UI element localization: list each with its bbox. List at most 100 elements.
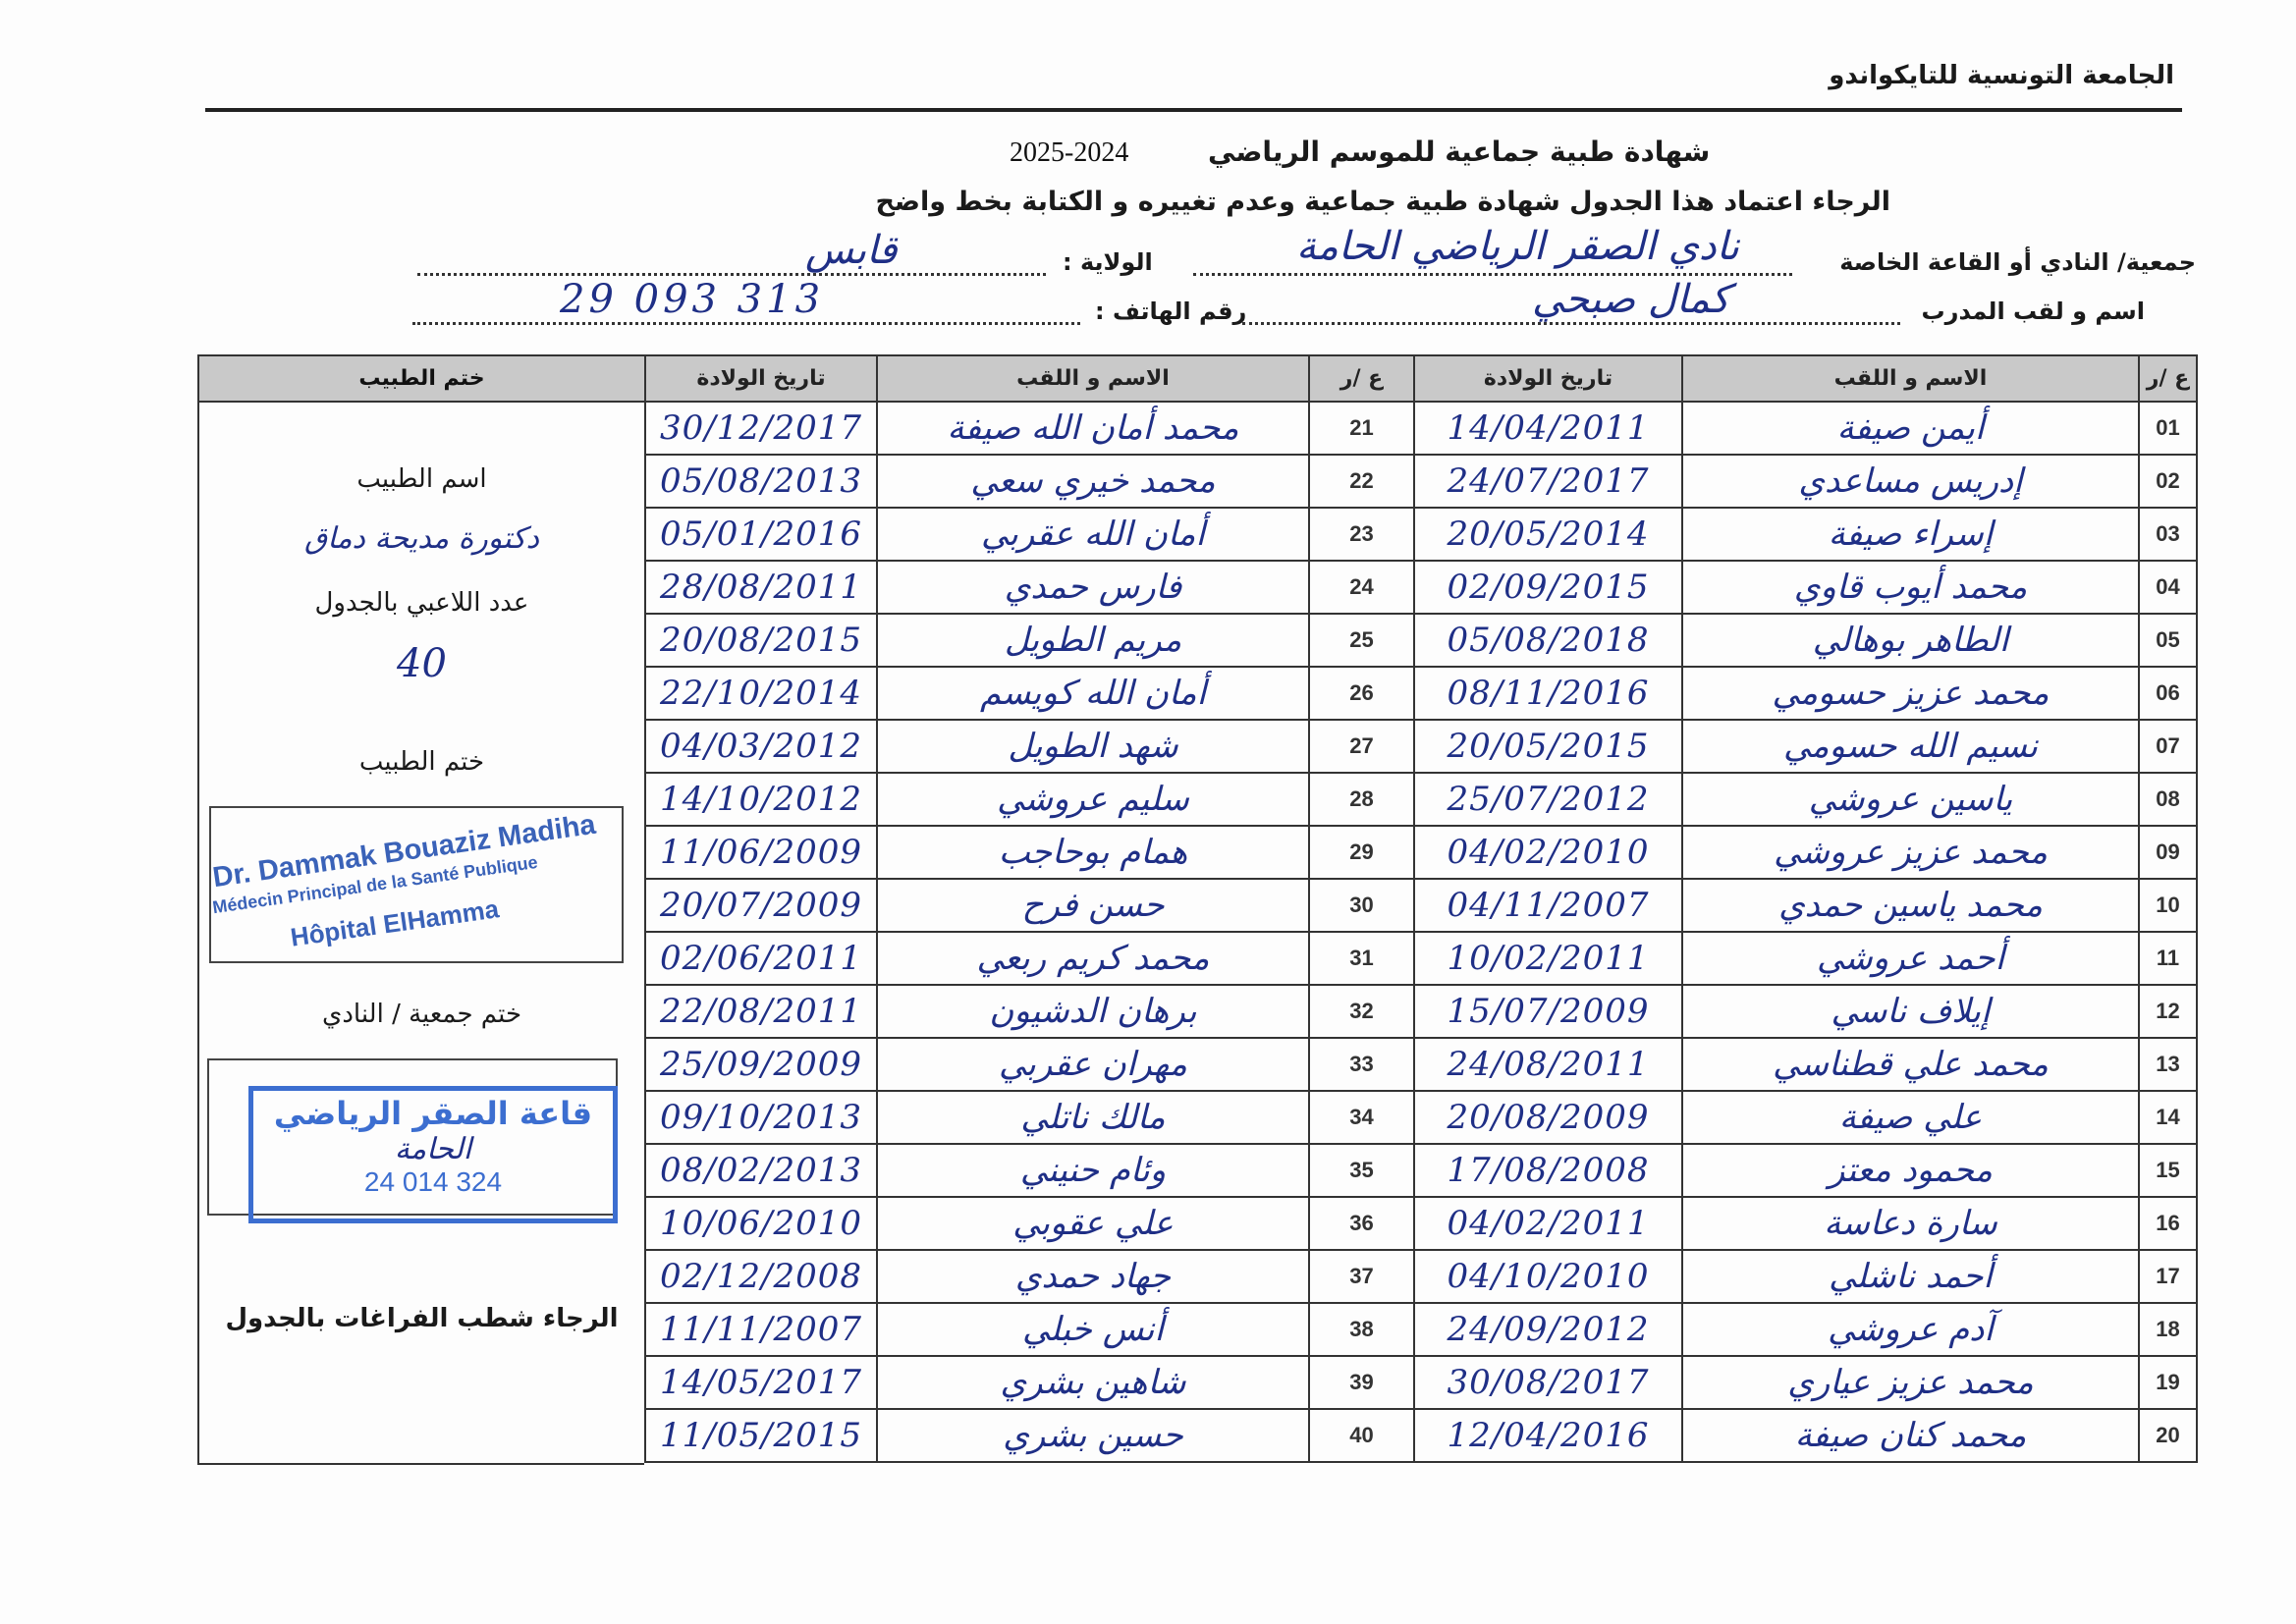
player-name[interactable]: محمد عزيز عروشي — [1681, 825, 2140, 880]
player-name[interactable]: محمد كنان صيفة — [1681, 1408, 2140, 1463]
player-name[interactable]: آدم عروشي — [1681, 1302, 2140, 1357]
player-name[interactable]: أنس خبلي — [876, 1302, 1310, 1357]
birth-date[interactable]: 14/05/2017 — [644, 1355, 878, 1410]
doctor-name-value[interactable]: دكتورة مديحة دماق — [304, 521, 539, 556]
player-name[interactable]: نسيم الله حسومي — [1681, 719, 2140, 774]
birth-date[interactable]: 11/05/2015 — [644, 1408, 878, 1463]
player-name[interactable]: مهران عقربي — [876, 1037, 1310, 1092]
birth-date[interactable]: 25/07/2012 — [1413, 772, 1683, 827]
birth-date[interactable]: 14/10/2012 — [644, 772, 878, 827]
player-name[interactable]: الطاهر بوهالي — [1681, 613, 2140, 668]
birth-date[interactable]: 04/10/2010 — [1413, 1249, 1683, 1304]
player-name[interactable]: مريم الطويل — [876, 613, 1310, 668]
coach-label: اسم و لقب المدرب — [1921, 298, 2145, 325]
player-name[interactable]: أحمد عروشي — [1681, 931, 2140, 986]
player-name[interactable]: حسن فرح — [876, 878, 1310, 933]
player-name[interactable]: مالك ناتلي — [876, 1090, 1310, 1145]
player-name[interactable]: أحمد ناشلي — [1681, 1249, 2140, 1304]
birth-date[interactable]: 30/12/2017 — [644, 401, 878, 456]
birth-date[interactable]: 05/08/2018 — [1413, 613, 1683, 668]
birth-date[interactable]: 20/08/2009 — [1413, 1090, 1683, 1145]
birth-date[interactable]: 10/02/2011 — [1413, 931, 1683, 986]
coach-value[interactable]: كمال صبحي — [1532, 277, 1730, 322]
birth-date[interactable]: 05/08/2013 — [644, 454, 878, 509]
birth-date[interactable]: 22/10/2014 — [644, 666, 878, 721]
birth-date[interactable]: 04/02/2011 — [1413, 1196, 1683, 1251]
birth-date[interactable]: 20/05/2014 — [1413, 507, 1683, 562]
birth-date[interactable]: 24/08/2011 — [1413, 1037, 1683, 1092]
birth-date[interactable]: 17/08/2008 — [1413, 1143, 1683, 1198]
club-value[interactable]: نادي الصقر الرياضي الحامة — [1296, 224, 1740, 269]
birth-date[interactable]: 04/11/2007 — [1413, 878, 1683, 933]
player-name[interactable]: إيلاف ناسي — [1681, 984, 2140, 1039]
birth-date[interactable]: 09/10/2013 — [644, 1090, 878, 1145]
phone-value[interactable]: 29 093 313 — [560, 277, 825, 322]
table-row: 10 محمد ياسين حمدي 04/11/2007 30 حسن فرح 20/0… — [644, 878, 2198, 933]
birth-date[interactable]: 11/06/2009 — [644, 825, 878, 880]
birth-date[interactable]: 08/11/2016 — [1413, 666, 1683, 721]
player-name[interactable]: محمد علي قطناسي — [1681, 1037, 2140, 1092]
birth-date[interactable]: 20/08/2015 — [644, 613, 878, 668]
header-divider — [205, 108, 2182, 112]
player-name[interactable]: أيمن صيفة — [1681, 401, 2140, 456]
player-name[interactable]: أمان الله كويسم — [876, 666, 1310, 721]
birth-date[interactable]: 11/11/2007 — [644, 1302, 878, 1357]
birth-date[interactable]: 25/09/2009 — [644, 1037, 878, 1092]
birth-date[interactable]: 15/07/2009 — [1413, 984, 1683, 1039]
player-name[interactable]: جهاد حمدي — [876, 1249, 1310, 1304]
table-row: 20 محمد كنان صيفة 12/04/2016 40 حسين بشري 11/… — [644, 1408, 2198, 1463]
birth-date[interactable]: 24/07/2017 — [1413, 454, 1683, 509]
club-stamp-line2: الحامة — [394, 1132, 472, 1166]
player-name[interactable]: محمد ياسين حمدي — [1681, 878, 2140, 933]
player-name[interactable]: شاهين بشري — [876, 1355, 1310, 1410]
birth-date[interactable]: 05/01/2016 — [644, 507, 878, 562]
birth-date[interactable]: 02/09/2015 — [1413, 560, 1683, 615]
state-dots — [417, 255, 1046, 276]
player-name[interactable]: إسراء صيفة — [1681, 507, 2140, 562]
player-name[interactable]: حسين بشري — [876, 1408, 1310, 1463]
row-number: 22 — [1308, 454, 1415, 509]
player-name[interactable]: برهان الدشيون — [876, 984, 1310, 1039]
birth-date[interactable]: 28/08/2011 — [644, 560, 878, 615]
birth-date[interactable]: 22/08/2011 — [644, 984, 878, 1039]
birth-date[interactable]: 20/07/2009 — [644, 878, 878, 933]
table-row: 13 محمد علي قطناسي 24/08/2011 33 مهران عقربي… — [644, 1037, 2198, 1092]
player-name[interactable]: علي صيفة — [1681, 1090, 2140, 1145]
player-name[interactable]: فارس حمدي — [876, 560, 1310, 615]
birth-date[interactable]: 14/04/2011 — [1413, 401, 1683, 456]
doctor-stamp: Dr. Dammak Bouaziz Madiha Médecin Princi… — [209, 806, 624, 963]
player-name[interactable]: أمان الله عقربي — [876, 507, 1310, 562]
birth-date[interactable]: 02/12/2008 — [644, 1249, 878, 1304]
row-number: 02 — [2138, 454, 2198, 509]
player-name[interactable]: وئام حنيني — [876, 1143, 1310, 1198]
player-name[interactable]: علي عقوبي — [876, 1196, 1310, 1251]
player-name[interactable]: همام بوحاجب — [876, 825, 1310, 880]
state-value[interactable]: قابس — [805, 228, 898, 273]
player-name[interactable]: إدريس مساعدي — [1681, 454, 2140, 509]
birth-date[interactable]: 12/04/2016 — [1413, 1408, 1683, 1463]
row-number: 30 — [1308, 878, 1415, 933]
player-name[interactable]: محمد عزيز عياري — [1681, 1355, 2140, 1410]
col-header-dob-2: تاريخ الولادة — [644, 354, 878, 403]
player-name[interactable]: محمد عزيز حسومي — [1681, 666, 2140, 721]
birth-date[interactable]: 10/06/2010 — [644, 1196, 878, 1251]
birth-date[interactable]: 04/03/2012 — [644, 719, 878, 774]
player-name[interactable]: ياسين عروشي — [1681, 772, 2140, 827]
club-label: جمعية/ النادي أو القاعة الخاصة — [1839, 248, 2196, 276]
birth-date[interactable]: 04/02/2010 — [1413, 825, 1683, 880]
state-label: الولاية : — [1063, 248, 1153, 276]
birth-date[interactable]: 30/08/2017 — [1413, 1355, 1683, 1410]
player-name[interactable]: محمد خيري سعي — [876, 454, 1310, 509]
player-name[interactable]: سليم عروشي — [876, 772, 1310, 827]
player-name[interactable]: محمد أمان الله صيفة — [876, 401, 1310, 456]
player-name[interactable]: شهد الطويل — [876, 719, 1310, 774]
birth-date[interactable]: 02/06/2011 — [644, 931, 878, 986]
player-name[interactable]: محمود معتز — [1681, 1143, 2140, 1198]
birth-date[interactable]: 08/02/2013 — [644, 1143, 878, 1198]
player-name[interactable]: محمد كريم ربعي — [876, 931, 1310, 986]
birth-date[interactable]: 20/05/2015 — [1413, 719, 1683, 774]
birth-date[interactable]: 24/09/2012 — [1413, 1302, 1683, 1357]
player-count-value[interactable]: 40 — [397, 641, 447, 686]
player-name[interactable]: محمد أيوب قاوي — [1681, 560, 2140, 615]
player-name[interactable]: سارة دعاسة — [1681, 1196, 2140, 1251]
